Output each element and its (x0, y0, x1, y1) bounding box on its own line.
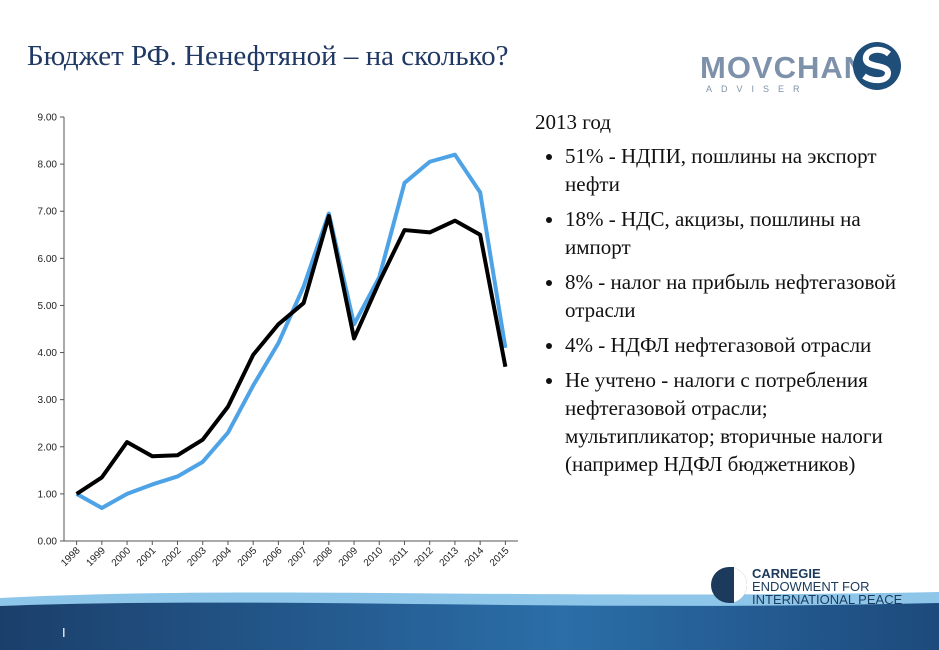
x-tick-label: 2001 (135, 545, 159, 569)
bullet: Не учтено - налоги с потребления нефтега… (565, 366, 920, 478)
notes-heading: 2013 год (535, 110, 611, 134)
x-tick-label: 2011 (388, 545, 411, 568)
y-tick-label: 1.00 (38, 489, 58, 500)
y-tick-label: 9.00 (38, 113, 58, 124)
x-tick-label: 2015 (488, 545, 512, 569)
wave-dark (0, 602, 939, 650)
chart: 0.00 1.00 2.00 3.00 4.00 5.00 6.00 7.00 8.00 9.00… (38, 113, 518, 569)
notes: 2013 год 51% - НДПИ, пошлины на экспорт … (535, 108, 920, 485)
x-tick-label: 2002 (160, 545, 184, 569)
x-tick-label: 1998 (59, 545, 83, 569)
x-tick-label: 2012 (412, 545, 436, 569)
y-tick-label: 7.00 (38, 207, 58, 218)
y-tick-label: 4.00 (38, 348, 58, 359)
x-tick-label: 2000 (110, 545, 134, 569)
carnegie-text: ENDOWMENT FOR (752, 579, 869, 594)
carnegie-emblem-bar (729, 567, 734, 603)
y-tick-label: 8.00 (38, 160, 58, 171)
slide-title: Бюджет РФ. Ненефтяной – на сколько? (27, 40, 509, 72)
carnegie-text: CARNEGIE (752, 566, 821, 581)
x-tick-label: 2009 (337, 545, 361, 569)
bullet: 18% - НДС, акцизы, пошлины на импорт (565, 205, 920, 261)
series-line (75, 213, 508, 496)
series-line (75, 152, 508, 511)
x-tick-label: 2013 (438, 545, 462, 569)
bullet: 8% - налог на прибыль нефтегазовой отрас… (565, 268, 920, 324)
logo-s (862, 46, 892, 84)
logo-movchan: MOVCHAN (700, 50, 867, 85)
carnegie-text: INTERNATIONAL PEACE (752, 592, 903, 607)
x-tick-label: 2007 (286, 545, 310, 569)
y-tick-label: 6.00 (38, 254, 58, 265)
bullet: 51% - НДПИ, пошлины на экспорт нефти (565, 142, 920, 198)
x-tick-label: 2005 (236, 545, 260, 569)
x-tick-label: 2014 (463, 545, 487, 569)
x-tick-label: 2004 (211, 545, 235, 569)
y-tick-label: 5.00 (38, 301, 58, 312)
y-tick-label: 3.00 (38, 395, 58, 406)
bullet-list: 51% - НДПИ, пошлины на экспорт нефти 18% … (535, 142, 920, 478)
x-tick-label: 1999 (84, 545, 108, 569)
x-tick-label: 2010 (362, 545, 386, 569)
x-tick-label: 2006 (261, 545, 285, 569)
page-marker: I (62, 625, 66, 640)
logo-adviser: ADVISER (706, 84, 809, 94)
y-tick-label: 2.00 (38, 442, 58, 453)
x-tick-label: 2003 (185, 545, 209, 569)
x-tick-label: 2008 (311, 545, 335, 569)
y-tick-label: 0.00 (38, 537, 58, 548)
bullet: 4% - НДФЛ нефтегазовой отрасли (565, 331, 920, 359)
